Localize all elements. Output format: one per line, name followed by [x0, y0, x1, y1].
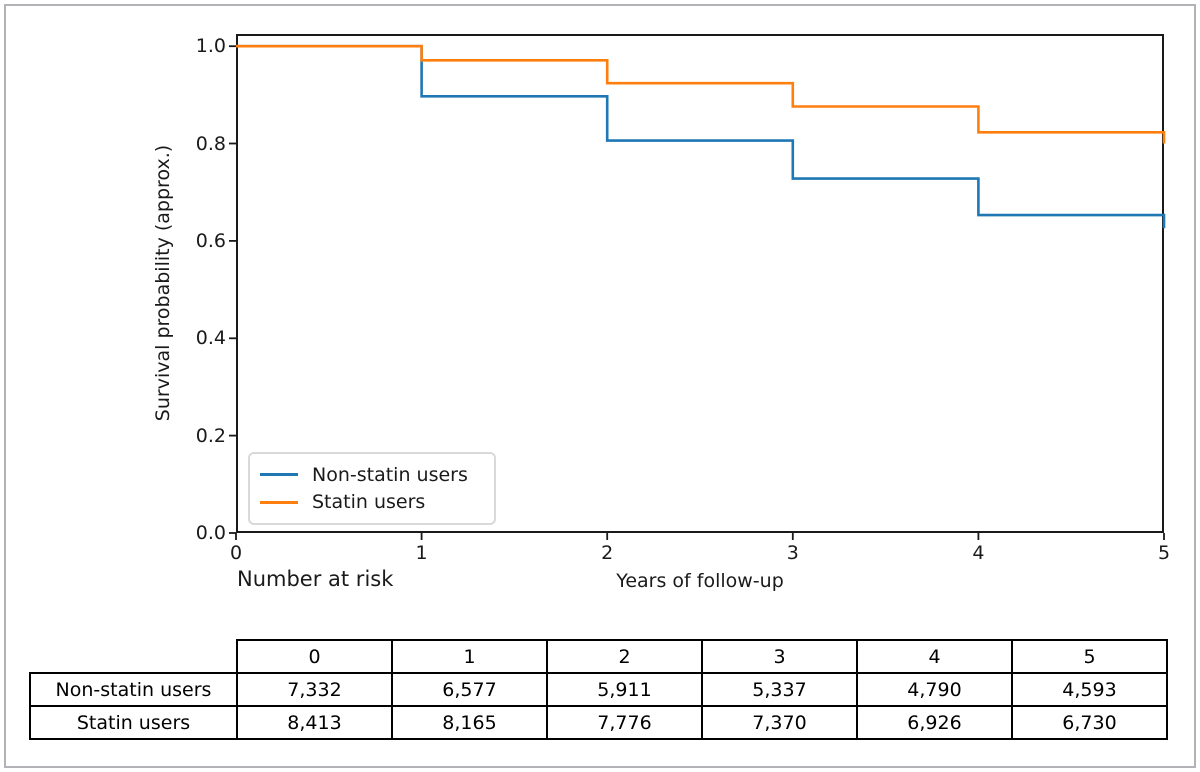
risk-table-cell: 4,593 — [1011, 672, 1168, 707]
risk-table-cell: 6,926 — [856, 705, 1013, 740]
risk-table-column-header: 4 — [856, 639, 1013, 674]
x-tick-label: 2 — [601, 542, 614, 564]
risk-table-cell: 8,165 — [391, 705, 548, 740]
risk-table: 0 1 2 3 4 5 Non-statin users 7,332 6,577 5,911 5,3… — [29, 639, 1168, 740]
plot-spines — [236, 34, 1164, 533]
x-tick-label: 1 — [415, 542, 428, 564]
x-tick-label: 4 — [972, 542, 985, 564]
y-tick-label: 0.2 — [195, 424, 226, 447]
risk-table-corner-blank — [30, 640, 237, 673]
legend-label: Non-statin users — [312, 463, 468, 486]
series-line-statin-users — [236, 44, 1166, 144]
risk-table-cell: 6,577 — [391, 672, 548, 707]
risk-table-row-label: Non-statin users — [29, 672, 238, 707]
y-axis-label: Survival probability (approx.) — [152, 144, 174, 422]
risk-table-cell: 5,911 — [546, 672, 703, 707]
legend-entry: Non-statin users — [260, 464, 484, 486]
risk-table-column-header: 2 — [546, 639, 703, 674]
y-tick-label: 1.0 — [195, 35, 226, 58]
risk-table-row: Statin users 8,413 8,165 7,776 7,370 6,926 6,7… — [29, 705, 1168, 740]
risk-table-cell: 7,776 — [546, 705, 703, 740]
y-tick-label: 0.0 — [195, 522, 226, 544]
survival-plot — [229, 34, 1166, 540]
legend-entry: Statin users — [260, 491, 484, 513]
risk-table-column-header: 1 — [391, 639, 548, 674]
legend: Non-statin users Statin users — [248, 452, 496, 525]
x-tick-label: 3 — [786, 542, 799, 564]
legend-line-sample — [260, 473, 298, 477]
risk-table-cell: 7,370 — [701, 705, 858, 740]
y-tick-label: 0.6 — [195, 229, 226, 252]
number-at-risk-heading: Number at risk — [237, 567, 394, 591]
legend-label: Statin users — [312, 491, 426, 514]
risk-table-cell: 4,790 — [856, 672, 1013, 707]
y-tick-label: 0.4 — [195, 327, 226, 350]
legend-line-sample — [260, 500, 298, 504]
y-tick-label: 0.8 — [195, 132, 226, 155]
risk-table-row: Non-statin users 7,332 6,577 5,911 5,337 4,79… — [29, 672, 1168, 707]
risk-table-cell: 6,730 — [1011, 705, 1168, 740]
risk-table-column-header: 0 — [236, 639, 393, 674]
risk-table-row-label: Statin users — [29, 705, 238, 740]
risk-table-cell: 7,332 — [236, 672, 393, 707]
x-axis-label: Years of follow-up — [616, 570, 784, 592]
risk-table-cell: 8,413 — [236, 705, 393, 740]
risk-table-column-header: 5 — [1011, 639, 1168, 674]
series-line-non-statin-users — [236, 44, 1166, 229]
risk-table-cell: 5,337 — [701, 672, 858, 707]
risk-table-column-header: 3 — [701, 639, 858, 674]
x-tick-label: 5 — [1157, 542, 1171, 564]
x-tick-label: 0 — [229, 542, 243, 564]
